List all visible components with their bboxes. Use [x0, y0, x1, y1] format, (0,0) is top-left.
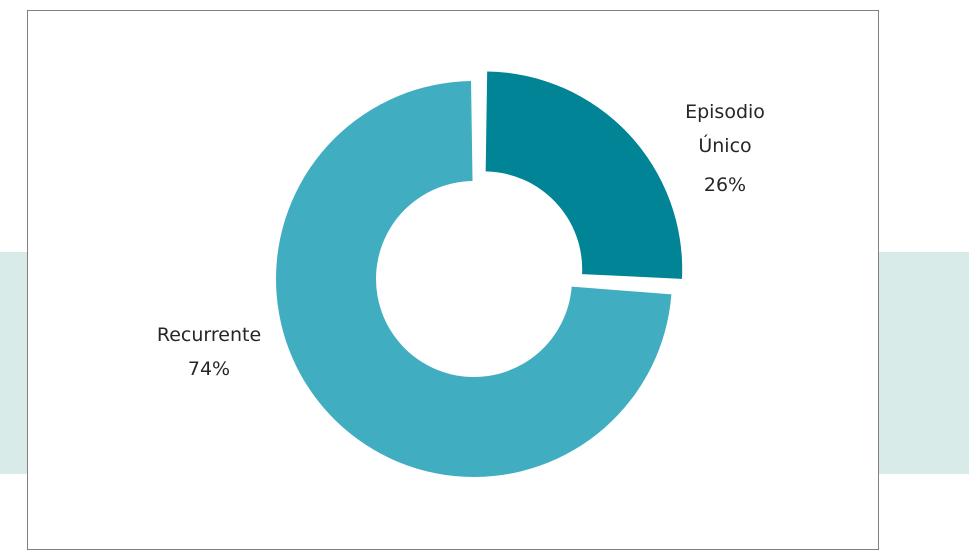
- donut-slice-episodio-nico: [485, 71, 683, 279]
- slice-label-episodio-line2: Único: [698, 133, 751, 157]
- slice-label-episodio-line1: Episodio: [685, 101, 765, 123]
- slice-label-recurrente: Recurrente: [157, 324, 261, 346]
- data-labels: Episodio Único 26% Recurrente 74%: [157, 101, 765, 380]
- donut-slices: [276, 71, 683, 477]
- slice-value-episodio: 26%: [704, 174, 746, 196]
- slice-value-recurrente: 74%: [188, 358, 230, 380]
- donut-slice-recurrente: [276, 81, 672, 477]
